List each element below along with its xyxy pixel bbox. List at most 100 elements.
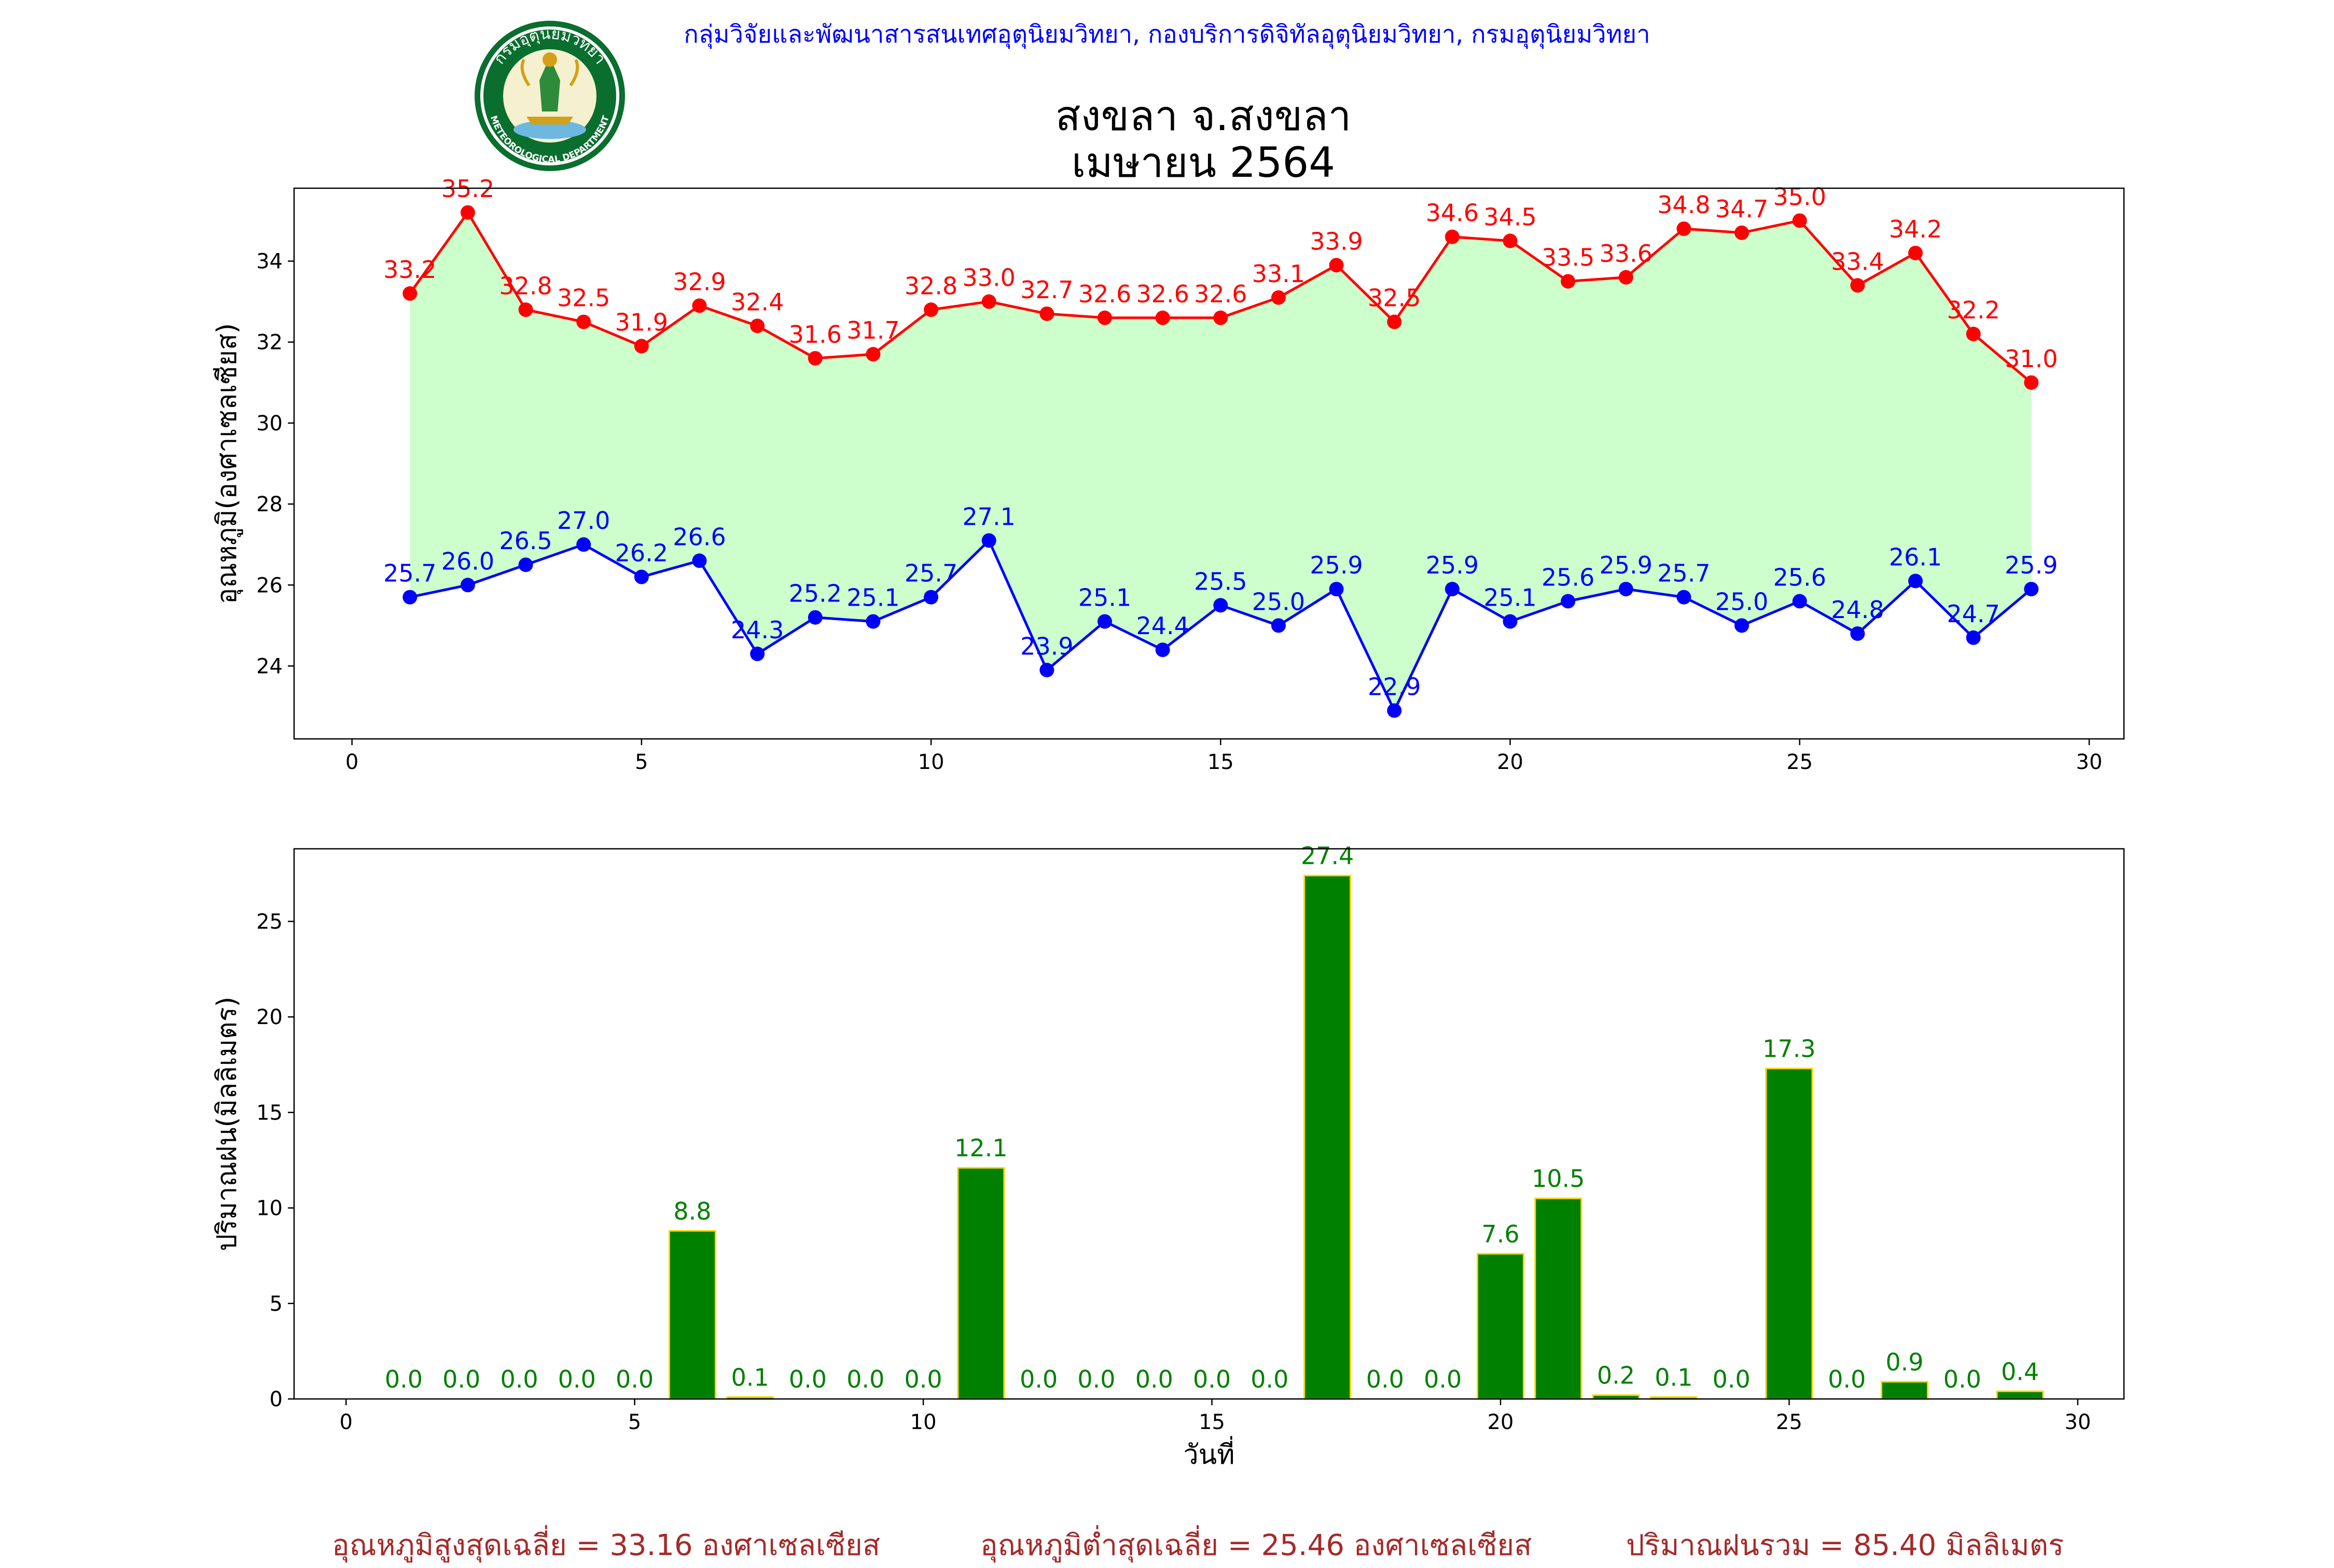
y-tick-label: 5 — [270, 1292, 283, 1316]
rain-value-label: 0.2 — [1597, 1362, 1635, 1390]
max-temperature-label: 34.5 — [1483, 203, 1536, 231]
max-temperature-point — [1213, 310, 1228, 325]
x-tick-label: 15 — [1207, 750, 1234, 774]
max-temperature-label: 32.6 — [1136, 280, 1189, 308]
min-temperature-point — [1387, 703, 1402, 718]
max-temperature-label: 32.2 — [1947, 296, 2000, 324]
max-temperature-point — [1561, 274, 1576, 289]
x-tick-label: 10 — [918, 750, 944, 774]
min-temperature-label: 25.0 — [1715, 587, 1768, 615]
max-temperature-label: 32.5 — [557, 284, 610, 312]
max-temperature-point — [1387, 314, 1402, 329]
max-temperature-label: 33.5 — [1541, 244, 1594, 272]
min-temperature-point — [981, 533, 996, 548]
y-tick-label: 15 — [256, 1101, 283, 1125]
rain-value-label: 0.9 — [1886, 1348, 1924, 1376]
min-temperature-point — [808, 610, 823, 625]
rainfall-chart: 0.0 0.0 0.0 0.0 0.0 8.8 0.1 0.0 0.0 0.0 12.1 0.0 0.0… — [212, 842, 2125, 1471]
min-temperature-label: 25.7 — [905, 559, 957, 587]
min-temperature-label: 25.5 — [1194, 567, 1247, 595]
min-temperature-label: 25.6 — [1773, 564, 1826, 592]
rain-bar — [1534, 1197, 1582, 1400]
max-temperature-point — [1734, 225, 1749, 240]
min-temperature-point — [924, 590, 939, 605]
chart-title-station: สงขลา จ.สงขลา — [1055, 92, 1352, 140]
x-tick-label: 25 — [1776, 1410, 1802, 1434]
y-tick-label: 20 — [256, 1005, 283, 1029]
x-tick-label: 0 — [345, 750, 358, 774]
min-temperature-point — [866, 614, 881, 629]
x-tick-label: 5 — [628, 1410, 641, 1434]
day-axis-label: วันที่ — [1183, 1436, 1234, 1471]
min-temperature-point — [1966, 630, 1981, 645]
min-temperature-point — [1097, 614, 1113, 629]
min-temperature-label: 24.8 — [1831, 596, 1884, 624]
min-temperature-point — [518, 557, 533, 572]
max-temperature-label: 32.4 — [731, 288, 784, 316]
rain-value-label: 0.1 — [1655, 1363, 1692, 1391]
min-temperature-label: 25.9 — [1426, 551, 1479, 579]
rain-value-label: 17.3 — [1762, 1035, 1815, 1063]
footer-rain-total: ปริมาณฝนรวม = 85.40 มิลลิเมตร — [1626, 1529, 2064, 1562]
min-temperature-label: 26.6 — [673, 523, 726, 551]
rain-bar — [668, 1230, 716, 1400]
min-temperature-point — [402, 590, 418, 605]
max-temperature-point — [1039, 306, 1054, 321]
y-tick-label: 26 — [256, 573, 283, 597]
max-temperature-point — [1908, 245, 1923, 260]
rain-value-label: 0.0 — [789, 1365, 827, 1393]
max-temperature-point — [1271, 290, 1286, 305]
rainfall-axis-label: ปริมาณฝน(มิลลิเมตร) — [212, 997, 243, 1251]
min-temperature-label: 25.6 — [1541, 564, 1594, 592]
rain-value-label: 0.0 — [442, 1365, 480, 1393]
min-temperature-point — [750, 647, 765, 662]
y-tick-label: 28 — [256, 493, 283, 516]
x-tick-label: 20 — [1488, 1410, 1514, 1434]
min-temperature-label: 25.9 — [1310, 551, 1363, 579]
y-tick-label: 30 — [256, 412, 283, 436]
rain-value-label: 0.0 — [385, 1365, 423, 1393]
max-temperature-label: 34.8 — [1657, 191, 1710, 219]
rain-value-label: 0.0 — [1020, 1365, 1058, 1393]
min-temperature-point — [1213, 598, 1228, 613]
rain-bar — [957, 1167, 1005, 1400]
rain-value-label: 27.4 — [1301, 842, 1354, 870]
min-temperature-label: 25.9 — [2005, 551, 2058, 579]
max-temperature-label: 34.6 — [1426, 199, 1479, 227]
min-temperature-label: 23.9 — [1020, 632, 1073, 660]
max-temperature-label: 31.9 — [615, 309, 668, 337]
max-temperature-label: 31.7 — [846, 316, 899, 344]
rain-value-label: 7.6 — [1481, 1220, 1519, 1248]
x-tick-label: 20 — [1497, 750, 1523, 774]
min-temperature-label: 25.1 — [846, 584, 899, 612]
min-temperature-point — [1503, 614, 1518, 629]
max-temperature-point — [981, 294, 996, 309]
y-tick-label: 0 — [270, 1388, 283, 1411]
min-temperature-point — [576, 537, 591, 552]
rain-value-label: 0.0 — [1828, 1365, 1866, 1393]
meteorological-department-logo: กรมอุตุนิยมวิทยา METEOROLOGICAL DEPARTME… — [475, 21, 625, 171]
rain-value-label: 0.0 — [616, 1365, 654, 1393]
rain-value-label: 0.0 — [1943, 1365, 1981, 1393]
max-temperature-point — [634, 339, 649, 354]
rain-value-label: 0.0 — [1251, 1365, 1288, 1393]
max-temperature-point — [1444, 229, 1460, 244]
y-tick-label: 34 — [256, 250, 283, 274]
min-temperature-label: 25.0 — [1252, 587, 1305, 615]
rain-value-label: 0.0 — [1366, 1365, 1404, 1393]
temperature-plot-frame — [293, 187, 2125, 740]
min-temperature-point — [1908, 573, 1923, 589]
x-tick-label: 25 — [1786, 750, 1813, 774]
footer-avg-min: อุณหภูมิต่ำสุดเฉลี่ย = 25.46 องศาเซลเซีย… — [980, 1529, 1532, 1562]
min-temperature-point — [2024, 582, 2039, 597]
min-temperature-point — [1734, 618, 1749, 633]
max-temperature-label: 33.0 — [963, 264, 1016, 292]
max-temperature-point — [1503, 233, 1518, 248]
max-temperature-label: 32.6 — [1078, 280, 1131, 308]
max-temperature-label: 32.5 — [1368, 284, 1421, 312]
y-tick-label: 32 — [256, 331, 283, 355]
max-temperature-label: 34.7 — [1715, 195, 1768, 223]
rain-value-label: 0.0 — [1424, 1365, 1462, 1393]
max-temperature-label: 33.1 — [1252, 260, 1305, 288]
